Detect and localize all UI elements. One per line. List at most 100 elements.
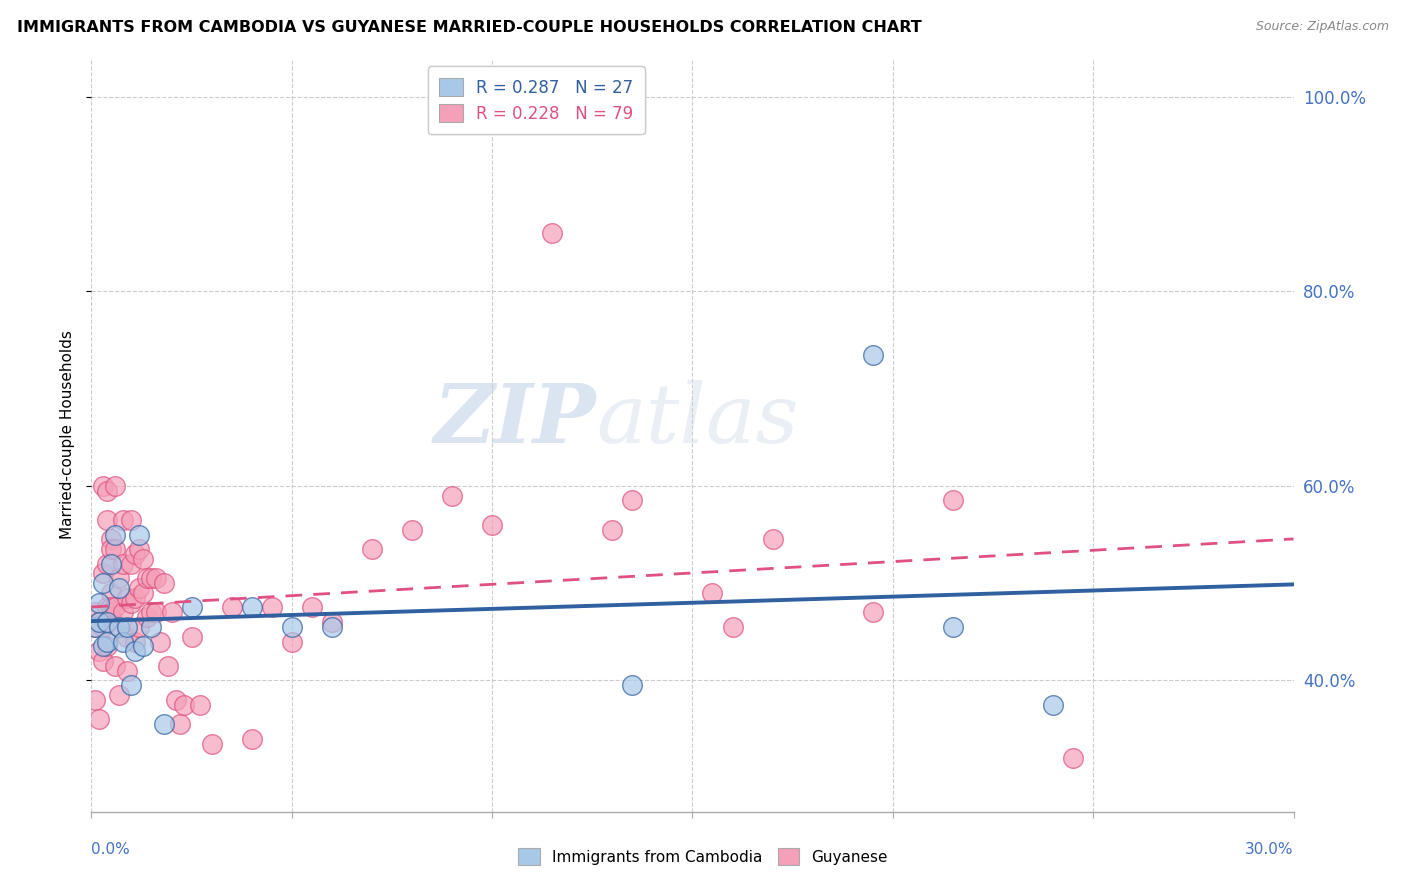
Point	[104, 658, 127, 673]
Text: IMMIGRANTS FROM CAMBODIA VS GUYANESE MARRIED-COUPLE HOUSEHOLDS CORRELATION CHART: IMMIGRANTS FROM CAMBODIA VS GUYANESE MAR…	[17, 20, 921, 35]
Point	[84, 620, 107, 634]
Point	[93, 479, 115, 493]
Point	[124, 591, 146, 605]
Point	[621, 678, 644, 692]
Point	[108, 571, 131, 585]
Point	[100, 557, 122, 571]
Point	[942, 620, 965, 634]
Text: atlas: atlas	[596, 380, 799, 459]
Point	[132, 586, 155, 600]
Point	[1042, 698, 1064, 712]
Point	[121, 513, 143, 527]
Point	[108, 620, 131, 634]
Point	[100, 542, 122, 557]
Point	[93, 620, 115, 634]
Point	[96, 483, 118, 498]
Point	[165, 693, 187, 707]
Point	[112, 605, 135, 619]
Point	[173, 698, 195, 712]
Point	[93, 654, 115, 668]
Point	[132, 552, 155, 566]
Point	[89, 596, 111, 610]
Point	[762, 533, 785, 547]
Point	[145, 605, 167, 619]
Point	[281, 620, 304, 634]
Point	[96, 513, 118, 527]
Point	[121, 678, 143, 692]
Point	[141, 620, 163, 634]
Point	[89, 712, 111, 726]
Point	[93, 640, 115, 654]
Point	[112, 634, 135, 648]
Point	[108, 688, 131, 702]
Point	[180, 600, 202, 615]
Point	[84, 693, 107, 707]
Point	[148, 634, 170, 648]
Point	[104, 527, 127, 541]
Point	[117, 591, 139, 605]
Point	[721, 620, 744, 634]
Point	[100, 600, 122, 615]
Point	[1062, 751, 1084, 765]
Point	[152, 717, 174, 731]
Point	[132, 640, 155, 654]
Point	[201, 737, 224, 751]
Text: Source: ZipAtlas.com: Source: ZipAtlas.com	[1256, 20, 1389, 33]
Point	[862, 605, 884, 619]
Point	[84, 620, 107, 634]
Point	[360, 542, 382, 557]
Point	[104, 600, 127, 615]
Point	[84, 605, 107, 619]
Legend: Immigrants from Cambodia, Guyanese: Immigrants from Cambodia, Guyanese	[512, 842, 894, 871]
Point	[128, 527, 150, 541]
Point	[156, 658, 179, 673]
Point	[124, 547, 146, 561]
Point	[160, 605, 183, 619]
Point	[96, 634, 118, 648]
Text: 0.0%: 0.0%	[91, 842, 131, 856]
Point	[100, 610, 122, 624]
Point	[481, 517, 503, 532]
Point	[321, 620, 343, 634]
Point	[112, 513, 135, 527]
Point	[240, 600, 263, 615]
Point	[124, 634, 146, 648]
Point	[117, 630, 139, 644]
Point	[121, 596, 143, 610]
Point	[862, 348, 884, 362]
Point	[281, 634, 304, 648]
Point	[260, 600, 283, 615]
Point	[180, 630, 202, 644]
Point	[104, 542, 127, 557]
Point	[942, 493, 965, 508]
Point	[136, 571, 159, 585]
Point	[145, 571, 167, 585]
Point	[89, 644, 111, 658]
Point	[141, 571, 163, 585]
Point	[100, 533, 122, 547]
Point	[128, 620, 150, 634]
Point	[124, 644, 146, 658]
Point	[93, 566, 115, 581]
Point	[96, 615, 118, 629]
Point	[301, 600, 323, 615]
Point	[89, 615, 111, 629]
Point	[141, 605, 163, 619]
Point	[152, 576, 174, 591]
Point	[136, 610, 159, 624]
Point	[440, 489, 463, 503]
Point	[104, 479, 127, 493]
Point	[117, 620, 139, 634]
Point	[96, 640, 118, 654]
Point	[96, 600, 118, 615]
Point	[188, 698, 211, 712]
Legend: R = 0.287   N = 27, R = 0.228   N = 79: R = 0.287 N = 27, R = 0.228 N = 79	[427, 66, 645, 135]
Point	[96, 557, 118, 571]
Point	[541, 226, 564, 240]
Point	[621, 493, 644, 508]
Point	[108, 581, 131, 595]
Point	[702, 586, 724, 600]
Point	[401, 523, 423, 537]
Point	[93, 576, 115, 591]
Point	[108, 620, 131, 634]
